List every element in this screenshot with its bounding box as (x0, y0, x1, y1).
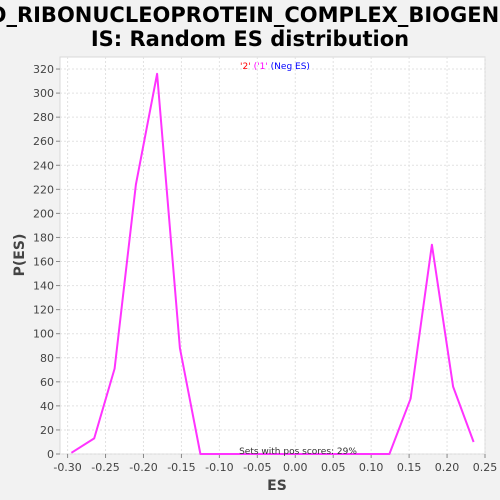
legend-item-2: '2' (240, 62, 251, 72)
plot-area (59, 56, 486, 455)
pos-scores-annotation: Sets with pos scores: 29% (239, 447, 357, 457)
y-tick-label: 160 (33, 256, 54, 269)
x-tick-label: -0.30 (53, 461, 81, 474)
x-tick-label: 0.20 (435, 461, 460, 474)
y-axis-ticks: 0 20 40 60 80 100 120 140 160 180 200 220 240 260 280 3… (33, 63, 60, 461)
y-tick-label: 140 (33, 280, 54, 293)
y-tick-label: 0 (47, 448, 54, 461)
y-tick-label: 180 (33, 231, 54, 244)
y-tick-label: 120 (33, 304, 54, 317)
grid-lines (60, 57, 486, 455)
y-tick-label: 100 (33, 328, 54, 341)
y-tick-label: 220 (33, 183, 54, 196)
chart-title-line-1: GO_RIBONUCLEOPROTEIN_COMPLEX_BIOGENES (0, 3, 500, 27)
y-axis-label: P(ES) (12, 234, 28, 277)
y-tick-label: 240 (33, 159, 54, 172)
legend: '2' ('1' (Neg ES) (240, 62, 310, 72)
x-axis-label: ES (267, 478, 287, 494)
x-tick-label: -0.20 (129, 461, 157, 474)
x-tick-label: 0.00 (283, 461, 308, 474)
y-tick-label: 260 (33, 135, 54, 148)
x-tick-label: -0.15 (167, 461, 195, 474)
y-tick-label: 200 (33, 207, 54, 220)
x-tick-label: -0.10 (205, 461, 233, 474)
x-tick-label: -0.25 (91, 461, 119, 474)
legend-item-neg-es: (Neg ES) (271, 62, 310, 72)
y-tick-label: 280 (33, 111, 54, 124)
x-tick-label: 0.10 (359, 461, 384, 474)
x-tick-label: 0.05 (321, 461, 346, 474)
x-tick-label: 0.15 (397, 461, 422, 474)
x-tick-label: -0.05 (243, 461, 271, 474)
y-tick-label: 60 (40, 376, 54, 389)
y-tick-label: 20 (40, 424, 54, 437)
series-line (70, 72, 475, 455)
y-tick-label: 80 (40, 352, 54, 365)
chart-title-line-2: IS: Random ES distribution (91, 27, 409, 51)
y-tick-label: 300 (33, 87, 54, 100)
y-tick-label: 320 (33, 63, 54, 76)
series-layer (70, 72, 475, 455)
legend-item-1: ('1' (254, 62, 268, 72)
y-tick-label: 40 (40, 400, 54, 413)
x-axis-ticks: -0.30 -0.25 -0.20 -0.15 -0.10 -0.05 0.00 0.05 0.… (53, 454, 497, 474)
x-tick-label: 0.25 (473, 461, 498, 474)
